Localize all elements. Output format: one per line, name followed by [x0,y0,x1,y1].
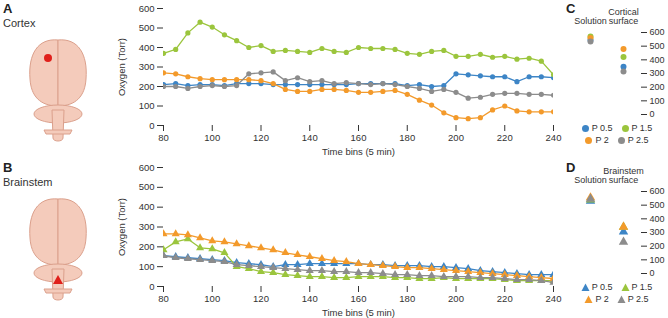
svg-text:Oxygen (Torr): Oxygen (Torr) [116,198,127,256]
svg-text:120: 120 [253,293,269,304]
svg-text:220: 220 [497,132,513,143]
html-text:Cortex: Cortex [3,17,36,29]
svg-text:240: 240 [546,293,562,304]
svg-text:400: 400 [139,201,155,212]
svg-text:600: 600 [139,162,155,173]
svg-text:300: 300 [139,61,155,72]
svg-text:80: 80 [158,293,169,304]
svg-text:180: 180 [399,132,415,143]
svg-text:500: 500 [139,22,155,33]
svg-text:400: 400 [139,42,155,53]
svg-text:100: 100 [204,293,220,304]
svg-text:200: 200 [448,293,464,304]
svg-text:160: 160 [351,293,367,304]
svg-text:600: 600 [650,27,665,37]
svg-text:0: 0 [149,120,154,131]
svg-text:500: 500 [139,181,155,192]
svg-text:Time bins (5 min): Time bins (5 min) [322,307,395,318]
svg-text:400: 400 [650,214,665,224]
svg-text:0: 0 [650,268,655,278]
svg-text:600: 600 [650,186,665,196]
svg-text:100: 100 [139,100,155,111]
html-text:P 1.5: P 1.5 [631,282,653,292]
svg-text:Solution: Solution [574,16,607,26]
svg-text:Time bins (5 min): Time bins (5 min) [322,146,395,157]
svg-text:180: 180 [399,293,415,304]
html-text:C: C [566,1,576,16]
svg-text:400: 400 [650,55,665,65]
html-text:D: D [566,160,576,175]
svg-text:500: 500 [650,200,665,210]
svg-text:Solution: Solution [574,175,607,185]
html-text:B: B [3,160,13,175]
svg-text:0: 0 [149,281,154,292]
svg-text:200: 200 [139,81,155,92]
html-text:Brainstem: Brainstem [3,176,53,188]
svg-text:160: 160 [351,132,367,143]
svg-text:200: 200 [650,82,665,92]
svg-text:300: 300 [650,227,665,237]
svg-text:200: 200 [448,132,464,143]
svg-text:220: 220 [497,293,513,304]
html-text:P 1.5: P 1.5 [631,123,653,133]
svg-text:300: 300 [650,68,665,78]
html-text:A: A [3,1,13,16]
svg-text:0: 0 [650,109,655,119]
html-text:P 2.5: P 2.5 [627,294,649,304]
svg-text:100: 100 [204,132,220,143]
svg-text:Brainstemsurface: Brainstemsurface [603,166,644,185]
svg-text:100: 100 [139,261,155,272]
svg-text:Corticalsurface: Corticalsurface [608,7,639,26]
svg-text:500: 500 [650,41,665,51]
html-text:P 2: P 2 [595,135,609,145]
html-text:P 0.5: P 0.5 [591,123,613,133]
svg-text:80: 80 [158,132,169,143]
svg-text:300: 300 [139,221,155,232]
svg-text:200: 200 [139,241,155,252]
html-text:P 2: P 2 [595,294,609,304]
svg-text:140: 140 [302,132,318,143]
html-text:P 0.5: P 0.5 [591,282,613,292]
svg-text:100: 100 [650,255,665,265]
svg-text:600: 600 [139,3,155,14]
svg-text:240: 240 [546,132,562,143]
html-text:P 2.5: P 2.5 [627,135,649,145]
svg-text:120: 120 [253,132,269,143]
svg-text:Oxygen (Torr): Oxygen (Torr) [116,38,127,96]
svg-text:200: 200 [650,241,665,251]
svg-text:100: 100 [650,96,665,106]
svg-text:140: 140 [302,293,318,304]
